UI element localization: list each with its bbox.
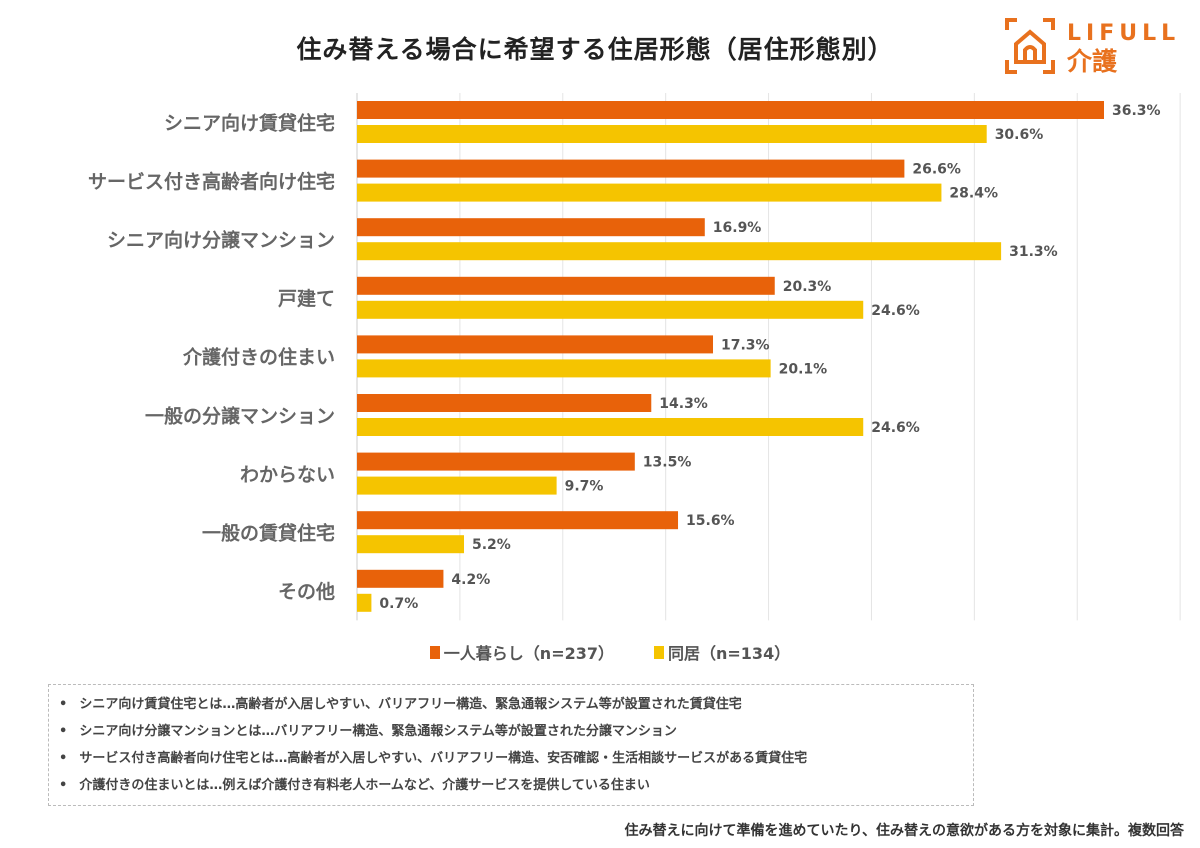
data-label: 24.6% <box>871 420 920 436</box>
bar <box>357 418 864 436</box>
bar <box>357 276 775 295</box>
legend-item-single: 一人暮らし（n=237） <box>429 640 614 664</box>
bar <box>357 593 372 612</box>
legend-swatch <box>654 645 664 659</box>
category-label: シニア向け分譲マンション <box>107 229 335 252</box>
bar <box>357 359 771 378</box>
legend-label: 同居（n=134） <box>668 644 791 663</box>
chart-title: 住み替える場合に希望する住居形態（居住形態別） <box>296 35 894 64</box>
category-label: 一般の分譲マンション <box>145 404 335 427</box>
data-label: 15.6% <box>686 513 735 529</box>
bar <box>357 125 987 143</box>
category-label: 戸建て <box>278 287 335 310</box>
data-label: 13.5% <box>643 455 692 471</box>
category-label: 介護付きの住まい <box>182 346 335 369</box>
note: サービス付き高齢者向け住宅とは…高齢者が入居しやすい、バリアフリー構造、安否確認… <box>59 745 963 772</box>
data-label: 30.6% <box>995 127 1044 143</box>
legend-label: 一人暮らし（n=237） <box>443 644 614 663</box>
definitions-box: シニア向け賃貸住宅とは…高齢者が入居しやすい、バリアフリー構造、緊急通報システム… <box>48 684 974 806</box>
data-label: 14.3% <box>659 396 708 412</box>
data-label: 24.6% <box>871 303 920 319</box>
data-label: 17.3% <box>721 337 770 353</box>
category-label: シニア向け賃貸住宅 <box>164 111 335 134</box>
data-label: 20.3% <box>783 279 832 295</box>
bar <box>357 242 1002 261</box>
data-label: 5.2% <box>472 537 511 553</box>
bar <box>357 476 557 495</box>
bar-chart: シニア向け賃貸住宅 36.3% 30.6% サービス付き高齢者向け住宅 26.6% 28.… <box>88 93 1181 621</box>
legend: 一人暮らし（n=237） 同居（n=134） <box>0 640 1200 664</box>
category-label: 一般の賃貸住宅 <box>202 522 335 545</box>
svg-text:介護: 介護 <box>1066 47 1118 76</box>
bar <box>357 511 679 530</box>
note: シニア向け賃貸住宅とは…高齢者が入居しやすい、バリアフリー構造、緊急通報システム… <box>59 691 963 718</box>
bar <box>357 101 1104 119</box>
bar <box>357 535 465 554</box>
footnote: 住み替えに向けて準備を進めていたり、住み替えの意欲がある方を対象に集計。複数回答 <box>624 823 1184 839</box>
data-label: 4.2% <box>451 572 490 588</box>
legend-swatch <box>429 645 440 659</box>
bar <box>357 452 635 471</box>
bar <box>357 394 652 412</box>
note: シニア向け分譲マンションとは…バリアフリー構造、緊急通報システム等が設置された分… <box>59 718 963 745</box>
data-label: 31.3% <box>1009 244 1058 260</box>
category-label: サービス付き高齢者向け住宅 <box>88 170 335 193</box>
data-label: 9.7% <box>565 479 604 495</box>
bar <box>357 183 942 202</box>
category-label: その他 <box>278 580 335 603</box>
legend-item-together: 同居（n=134） <box>654 640 790 664</box>
bar <box>357 569 444 588</box>
data-label: 36.3% <box>1112 103 1161 119</box>
data-label: 20.1% <box>779 361 828 377</box>
bar <box>357 218 705 237</box>
bar <box>357 159 905 178</box>
note: 介護付きの住まいとは…例えば介護付き有料老人ホームなど、介護サービスを提供してい… <box>59 772 963 799</box>
bar <box>357 300 864 319</box>
data-label: 16.9% <box>713 220 762 236</box>
category-label: わからない <box>240 464 335 486</box>
data-label: 28.4% <box>949 186 998 202</box>
lifull-logo: LIFULL 介護 <box>1005 18 1180 76</box>
svg-text:LIFULL: LIFULL <box>1067 21 1180 46</box>
bar <box>357 335 714 354</box>
data-label: 0.7% <box>379 596 418 612</box>
data-label: 26.6% <box>912 162 961 178</box>
